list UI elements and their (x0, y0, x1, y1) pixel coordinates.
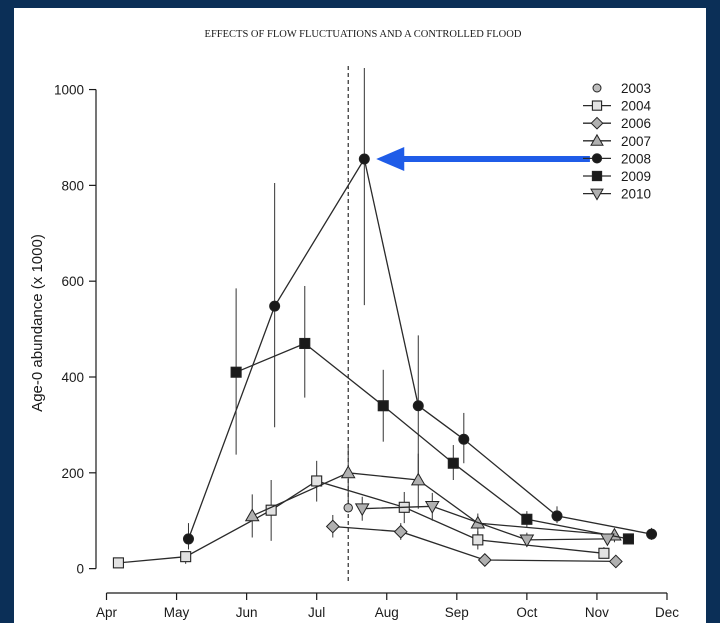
series-line (332, 525, 616, 563)
data-point (325, 519, 340, 534)
x-tick-label: Oct (516, 605, 537, 620)
data-point (622, 533, 634, 545)
legend-entry-2006: 2006 (583, 116, 651, 131)
x-tick-label: Apr (96, 605, 118, 620)
series-line (235, 342, 629, 540)
data-point (269, 300, 281, 312)
legend: 2003 2004 2006 2007 2008 2009 2010 (583, 81, 652, 202)
legend-marker (590, 188, 604, 201)
legend-marker (590, 133, 604, 146)
x-tick-label: Jul (308, 605, 325, 620)
legend-entry-2007: 2007 (583, 134, 651, 149)
data-point (477, 553, 492, 567)
data-point (358, 153, 370, 165)
data-point (182, 533, 194, 545)
data-point (377, 400, 389, 412)
x-tick-label: May (164, 605, 190, 620)
chart-title: EFFECTS OF FLOW FLUCTUATIONS AND A CONTR… (205, 29, 522, 40)
arrow-head (376, 147, 405, 172)
legend-label: 2010 (621, 187, 651, 202)
y-tick-label: 0 (76, 562, 84, 577)
data-point (230, 366, 242, 378)
y-tick-label: 200 (61, 466, 84, 481)
series-line (362, 505, 608, 541)
series-2008 (182, 68, 658, 550)
figure-page (14, 8, 706, 623)
legend-entry-2003: 2003 (592, 81, 651, 96)
y-tick-label: 600 (61, 274, 84, 289)
legend-label: 2009 (621, 169, 651, 184)
x-tick-label: Nov (585, 605, 609, 620)
series-2009 (230, 285, 634, 545)
data-point (472, 534, 484, 546)
data-point (608, 554, 623, 569)
legend-marker (591, 100, 603, 111)
data-point (410, 472, 426, 486)
legend-label: 2003 (621, 81, 651, 96)
data-point (311, 475, 323, 487)
arrow-annotation (376, 147, 590, 172)
series-2010 (354, 492, 615, 548)
y-tick-label: 1000 (54, 83, 84, 98)
legend-label: 2007 (621, 134, 651, 149)
y-tick-label: 400 (61, 370, 84, 385)
legend-marker (590, 116, 604, 130)
data-point (646, 528, 658, 540)
legend-label: 2004 (621, 99, 652, 114)
data-point (600, 533, 615, 547)
series-2006 (325, 514, 623, 569)
data-point (424, 500, 440, 514)
legend-label: 2006 (621, 116, 651, 131)
data-point (354, 503, 370, 517)
legend-marker (591, 153, 603, 164)
legend-entry-2009: 2009 (583, 169, 651, 184)
data-point (551, 510, 563, 522)
x-tick-label: Dec (655, 605, 679, 620)
data-point (521, 513, 533, 525)
x-tick-label: Jun (236, 605, 258, 620)
data-point (180, 551, 192, 563)
x-tick-label: Aug (375, 605, 399, 620)
data-point (244, 508, 260, 522)
y-tick-label: 800 (61, 178, 84, 193)
series-layer (112, 68, 658, 569)
legend-entry-2008: 2008 (583, 151, 651, 166)
x-tick-label: Sep (445, 605, 469, 620)
series-2007 (244, 444, 622, 543)
data-point (447, 457, 459, 469)
data-point (343, 503, 353, 513)
series-2003 (343, 503, 353, 513)
data-point (299, 337, 311, 350)
data-point (393, 524, 408, 539)
data-point (340, 465, 356, 479)
data-point (598, 547, 610, 559)
legend-entry-2010: 2010 (583, 187, 651, 202)
data-point (458, 433, 470, 445)
data-point (112, 557, 124, 569)
legend-label: 2008 (621, 151, 651, 166)
data-point (519, 534, 535, 548)
data-point (412, 400, 424, 412)
legend-entry-2004: 2004 (583, 99, 652, 114)
axes: 0 200 400 600 800 1000 Apr May Jun Jul Aug Sep Oct No… (54, 83, 679, 620)
legend-marker (592, 83, 602, 93)
legend-marker (591, 170, 603, 182)
y-axis-label: Age-0 abundance (x 1000) (29, 234, 46, 412)
